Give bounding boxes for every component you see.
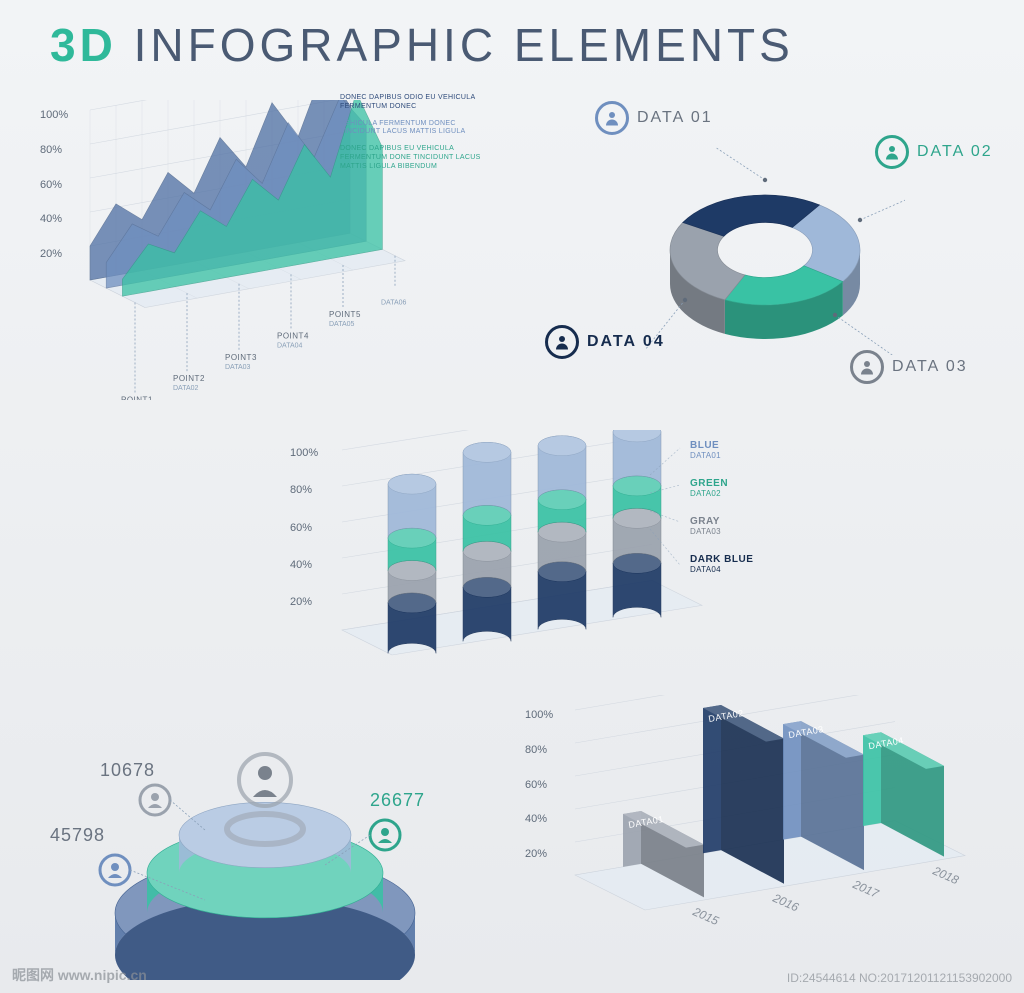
cyl-leg-sub: DATA03 bbox=[690, 527, 753, 536]
svg-text:DATA02: DATA02 bbox=[173, 385, 199, 392]
person-icon bbox=[545, 325, 579, 359]
ytick: 20% bbox=[290, 597, 318, 608]
donut-svg bbox=[625, 135, 905, 355]
svg-text:2015: 2015 bbox=[690, 904, 721, 928]
cyl-leg-sub: DATA02 bbox=[690, 489, 753, 498]
ytick: 60% bbox=[525, 780, 553, 791]
metric-value: 45798 bbox=[50, 825, 105, 845]
donut-item-1: DATA 01 bbox=[595, 101, 713, 135]
donut-item-3: DATA 03 bbox=[850, 350, 968, 384]
cyl-leg-sub: DATA04 bbox=[690, 565, 753, 574]
donut-label: DATA 04 bbox=[587, 333, 665, 351]
donut-label: DATA 01 bbox=[637, 109, 713, 127]
cyl-legend: BLUEDATA01 GREENDATA02 GRAYDATA03 DARK B… bbox=[690, 440, 753, 574]
svg-text:POINT5: POINT5 bbox=[329, 310, 361, 319]
cylinder-chart: 100% 80% 60% 40% 20% BLUEDATA01 GREENDAT… bbox=[290, 430, 790, 720]
slab-chart: 100% 80% 60% 40% 20% DATA01DATA02DATA03D… bbox=[525, 695, 1015, 980]
svg-text:DATA05: DATA05 bbox=[329, 321, 355, 328]
person-icon bbox=[850, 350, 884, 384]
tiered-chart: 45798 10678 26677 bbox=[55, 705, 475, 980]
title-prefix: 3D bbox=[50, 19, 117, 71]
svg-text:2017: 2017 bbox=[850, 877, 882, 902]
svg-text:2016: 2016 bbox=[770, 890, 801, 914]
person-icon bbox=[595, 101, 629, 135]
cylinder-svg bbox=[330, 430, 730, 710]
area-yaxis: 100% 80% 60% 40% 20% bbox=[40, 110, 68, 260]
metric-value: 10678 bbox=[100, 760, 155, 780]
svg-text:2018: 2018 bbox=[930, 863, 961, 887]
ytick: 40% bbox=[290, 560, 318, 571]
cyl-leg-sub: DATA01 bbox=[690, 451, 753, 460]
area-legend-2: DONEC DAPIBUS EU VEHICULA FERMENTUM DONE… bbox=[340, 145, 490, 171]
tier-metric-1: 45798 bbox=[50, 825, 105, 846]
svg-text:POINT2: POINT2 bbox=[173, 374, 205, 383]
ytick: 60% bbox=[40, 180, 68, 191]
slab-svg: DATA01DATA02DATA03DATA042015201620172018 bbox=[565, 695, 1015, 975]
ytick: 40% bbox=[40, 214, 68, 225]
cyl-yaxis: 100% 80% 60% 40% 20% bbox=[290, 448, 318, 608]
ytick: 80% bbox=[40, 145, 68, 156]
tiered-svg bbox=[55, 705, 475, 980]
svg-text:POINT3: POINT3 bbox=[225, 353, 257, 362]
watermark-right: ID:24544614 NO:20171201121153902000 bbox=[787, 971, 1012, 985]
person-icon bbox=[875, 135, 909, 169]
cyl-leg-head: GREEN bbox=[690, 478, 753, 489]
title-rest: INFOGRAPHIC ELEMENTS bbox=[134, 19, 794, 71]
donut-label: DATA 02 bbox=[917, 143, 993, 161]
slab-yaxis: 100% 80% 60% 40% 20% bbox=[525, 710, 553, 860]
ytick: 100% bbox=[290, 448, 318, 459]
watermark-left: 昵图网 www.nipic.cn bbox=[12, 965, 147, 985]
ytick: 80% bbox=[290, 485, 318, 496]
donut-item-4: DATA 04 bbox=[545, 325, 665, 359]
area-chart: 100% 80% 60% 40% 20% POINT1DATA01POINT2D… bbox=[40, 100, 500, 410]
tier-metric-2: 10678 bbox=[100, 760, 155, 781]
svg-text:DATA06: DATA06 bbox=[381, 300, 407, 307]
ytick: 60% bbox=[290, 523, 318, 534]
metric-value: 26677 bbox=[370, 790, 425, 810]
ytick: 100% bbox=[40, 110, 68, 121]
cyl-leg-head: BLUE bbox=[690, 440, 753, 451]
ytick: 20% bbox=[40, 249, 68, 260]
tier-metric-3: 26677 bbox=[370, 790, 425, 811]
svg-text:POINT4: POINT4 bbox=[277, 331, 309, 340]
cyl-leg-head: GRAY bbox=[690, 516, 753, 527]
area-legend: DONEC DAPIBUS ODIO EU VEHICULA FERMENTUM… bbox=[340, 94, 490, 171]
page-title: 3D INFOGRAPHIC ELEMENTS bbox=[50, 18, 794, 72]
svg-text:DATA04: DATA04 bbox=[277, 342, 303, 349]
cyl-leg-head: DARK BLUE bbox=[690, 554, 753, 565]
area-legend-1: VEHICULA FERMENTUM DONEC TINCIDUNT LACUS… bbox=[340, 120, 490, 138]
donut-chart: DATA 01 DATA 02 DATA 03 DATA 04 bbox=[555, 105, 1005, 405]
ytick: 20% bbox=[525, 849, 553, 860]
area-legend-0: DONEC DAPIBUS ODIO EU VEHICULA FERMENTUM… bbox=[340, 94, 490, 112]
ytick: 40% bbox=[525, 814, 553, 825]
donut-label: DATA 03 bbox=[892, 358, 968, 376]
svg-text:DATA03: DATA03 bbox=[225, 364, 251, 371]
svg-text:POINT1: POINT1 bbox=[121, 396, 153, 401]
ytick: 80% bbox=[525, 745, 553, 756]
donut-item-2: DATA 02 bbox=[875, 135, 993, 169]
ytick: 100% bbox=[525, 710, 553, 721]
